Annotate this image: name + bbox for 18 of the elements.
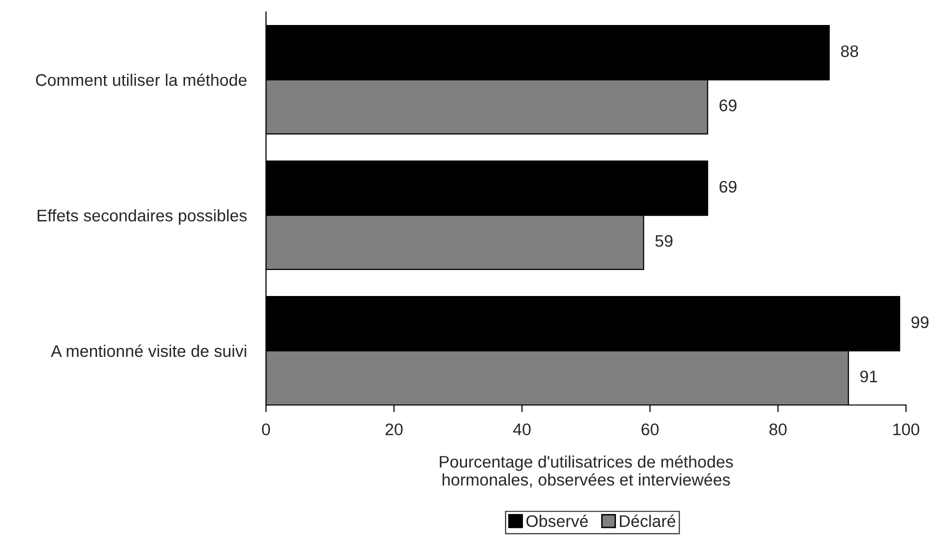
x-tick-label: 0 [262,423,270,436]
legend-label: Observé [526,514,588,528]
data-label: 69 [720,180,736,193]
data-label: 59 [655,235,672,247]
data-label: 69 [720,100,736,112]
data-label: 91 [860,370,878,382]
x-tick-label: 60 [642,423,659,436]
data-label: 99 [911,316,928,328]
y-tick-label: A mentionné visite de suivi [50,344,246,357]
x-tick-label: 40 [513,423,531,436]
legend-label: Déclaré [620,514,676,528]
x-tick-label: 100 [893,423,920,436]
y-tick-label: Effets secondaires possibles [38,209,247,225]
x-tick-label: 80 [769,423,787,436]
data-label: 88 [841,45,858,58]
x-axis-title: Pourcentage d'utilisatrices de méthodes hormonales, observées et interviewées [440,455,733,488]
x-tick-label: 20 [386,423,403,436]
y-tick-label: Comment utiliser la méthode [36,74,247,86]
